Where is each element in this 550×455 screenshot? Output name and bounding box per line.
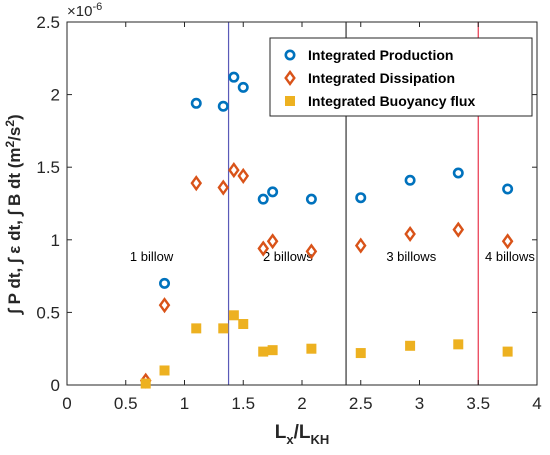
legend-entry: Integrated Production <box>308 47 453 63</box>
x-axis-label-base: L <box>275 422 287 443</box>
x-tick-label: 3 <box>415 394 424 413</box>
data-point-series-2 <box>305 243 318 260</box>
x-tick-label: 4 <box>532 394 541 413</box>
data-point-series-3 <box>238 319 249 330</box>
data-point-series-3 <box>453 339 464 350</box>
x-axis-label-sub2: KH <box>310 432 329 447</box>
x-axis-label-sub1: x <box>286 432 294 447</box>
data-point-series-1 <box>237 81 249 93</box>
data-point-series-2 <box>354 237 367 254</box>
x-tick-label: 0 <box>62 394 71 413</box>
legend-entry: Integrated Buoyancy flux <box>308 93 475 109</box>
x-axis-label: Lx/LKH <box>275 422 330 447</box>
data-point-series-2 <box>266 233 279 250</box>
data-point-series-1 <box>502 183 514 195</box>
y-axis-label-mid: /s <box>5 127 24 141</box>
data-point-series-2 <box>257 240 270 257</box>
legend-marker <box>284 49 296 61</box>
region-label: 1 billow <box>130 249 174 264</box>
data-point-series-3 <box>502 346 513 357</box>
data-point-series-2 <box>501 233 514 250</box>
y-axis-label-main: ∫ P dt, ∫ ε dt, ∫ B dt (m <box>5 148 24 316</box>
data-point-series-2 <box>190 175 203 192</box>
y-axis-label: ∫ P dt, ∫ ε dt, ∫ B dt (m2/s2) <box>3 114 24 315</box>
x-tick-label: 1.5 <box>231 394 255 413</box>
data-point-series-1 <box>404 174 416 186</box>
data-point-series-1 <box>217 100 229 112</box>
region-label: 4 billows <box>485 249 535 264</box>
legend-box <box>269 37 533 117</box>
data-point-series-1 <box>190 97 202 109</box>
x-tick-label: 0.5 <box>114 394 138 413</box>
y-axis-label-end: ) <box>5 114 24 120</box>
data-point-series-1 <box>228 71 240 83</box>
y-tick-label: 0 <box>51 376 60 395</box>
y-multiplier: ×10-6 <box>67 1 102 20</box>
plot-area: 0 0.5 1 1.5 2 2.5 3 3.5 4 0 0.5 1 1.5 2 2.5 1 billow 2 b… <box>36 13 541 413</box>
data-point-series-3 <box>191 323 202 334</box>
data-point-series-3 <box>140 378 151 389</box>
data-point-series-2 <box>158 297 171 314</box>
data-point-series-3 <box>258 346 269 357</box>
y-tick-label: 1.5 <box>36 158 60 177</box>
y-tick-label: 2 <box>51 86 60 105</box>
data-point-series-1 <box>305 193 317 205</box>
x-tick-label: 3.5 <box>466 394 490 413</box>
data-point-series-3 <box>405 340 416 351</box>
y-tick-label: 2.5 <box>36 13 60 32</box>
data-point-series-1 <box>257 193 269 205</box>
x-tick-label: 1 <box>180 394 189 413</box>
y-axis-label-sup2: 2 <box>3 120 17 127</box>
data-point-series-2 <box>228 162 240 179</box>
legend-entry: Integrated Dissipation <box>308 70 455 86</box>
data-point-series-2 <box>404 225 416 243</box>
data-point-series-1 <box>267 186 279 198</box>
data-point-series-3 <box>306 343 317 354</box>
data-point-series-3 <box>218 323 229 334</box>
data-point-series-1 <box>452 167 464 179</box>
x-tick-label: 2 <box>297 394 306 413</box>
legend-marker <box>285 96 295 106</box>
data-point-series-3 <box>267 345 278 356</box>
legend-marker <box>284 69 296 87</box>
data-point-series-3 <box>355 348 366 359</box>
y-multiplier-base: ×10 <box>67 3 92 20</box>
region-label: 3 billows <box>386 249 436 264</box>
y-tick-label: 1 <box>51 231 60 250</box>
region-label: 2 billows <box>263 249 313 264</box>
y-multiplier-exp: -6 <box>92 1 102 13</box>
data-point-series-1 <box>355 192 367 204</box>
data-point-series-3 <box>159 365 170 376</box>
data-point-series-2 <box>237 167 250 184</box>
data-point-series-2 <box>452 221 465 238</box>
y-axis-label-sup: 2 <box>3 141 17 148</box>
x-axis-label-mid: /L <box>294 422 311 443</box>
y-tick-label: 0.5 <box>36 303 60 322</box>
x-tick-label: 2.5 <box>349 394 373 413</box>
data-point-series-1 <box>159 277 171 289</box>
data-point-series-3 <box>228 310 239 321</box>
data-point-series-2 <box>217 179 230 196</box>
